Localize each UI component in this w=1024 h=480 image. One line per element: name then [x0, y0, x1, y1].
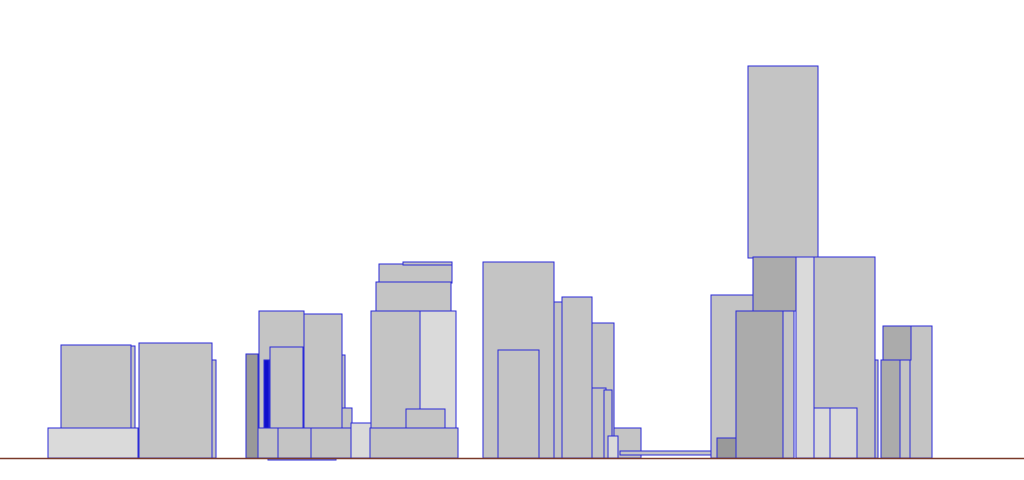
building-block — [880, 359, 901, 459]
building-block — [341, 407, 353, 429]
building-block — [752, 256, 797, 312]
building-block — [375, 281, 452, 312]
building-block — [211, 359, 217, 459]
building-block — [899, 359, 911, 459]
building-block — [829, 407, 858, 459]
building-block — [263, 359, 270, 429]
building-block — [138, 342, 213, 459]
building-block — [561, 296, 593, 459]
building-block — [47, 427, 139, 459]
building-block — [747, 65, 819, 259]
building-block — [350, 422, 372, 459]
building-block — [735, 310, 784, 459]
building-block — [795, 256, 815, 459]
building-block — [553, 301, 563, 459]
building-block — [402, 261, 453, 266]
building-block — [269, 346, 304, 429]
building-block — [245, 353, 259, 459]
building-block — [782, 310, 795, 459]
building-block — [405, 408, 446, 430]
building-block — [378, 263, 453, 284]
building-block — [716, 437, 737, 459]
building-block — [874, 359, 879, 459]
building-block — [882, 325, 912, 361]
building-block — [497, 349, 540, 459]
building-block — [130, 345, 136, 429]
building-block — [369, 427, 459, 459]
building-block — [60, 344, 132, 429]
building-block — [310, 427, 352, 459]
building-block — [277, 427, 312, 459]
building-block — [607, 435, 619, 459]
